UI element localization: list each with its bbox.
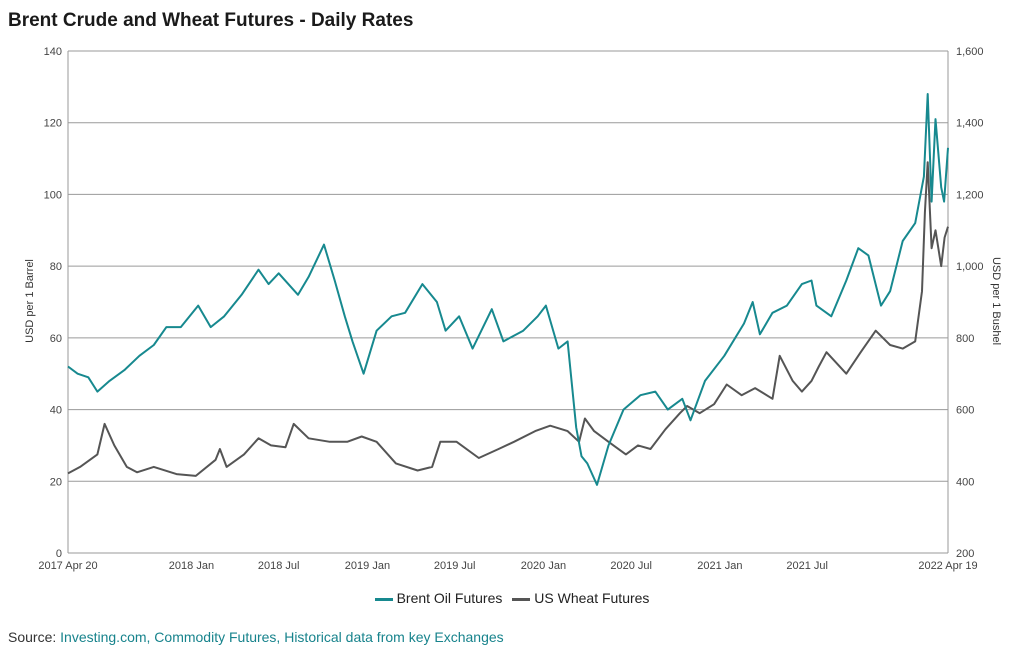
- left-axis-title: USD per 1 Barrel: [24, 259, 36, 343]
- legend-label-brent: Brent Oil Futures: [396, 590, 503, 606]
- series-line-brent: [67, 93, 949, 486]
- legend: Brent Oil Futures US Wheat Futures: [0, 590, 1024, 606]
- right-tick-label: 600: [956, 405, 974, 417]
- chart-title: Brent Crude and Wheat Futures - Daily Ra…: [8, 10, 414, 31]
- x-tick-label: 2017 Apr 20: [38, 560, 97, 572]
- left-tick-label: 0: [56, 548, 62, 560]
- x-tick-label: 2018 Jan: [169, 560, 214, 572]
- x-tick-label: 2019 Jul: [434, 560, 476, 572]
- right-tick-label: 400: [956, 476, 974, 488]
- source-link[interactable]: Investing.com, Commodity Futures, Histor…: [60, 629, 504, 645]
- x-tick-label: 2021 Jan: [697, 560, 742, 572]
- legend-item-brent[interactable]: Brent Oil Futures: [374, 590, 503, 606]
- left-tick-label: 80: [50, 261, 62, 273]
- right-tick-label: 1,400: [956, 118, 984, 130]
- legend-swatch-wheat: [512, 597, 531, 601]
- legend-swatch-brent: [374, 597, 393, 601]
- x-tick-label: 2021 Jul: [786, 560, 828, 572]
- left-y-axis-ticks: 0 20 40 60 80 100 120 140: [44, 46, 62, 560]
- right-axis-title: USD per 1 Bushel: [990, 257, 1002, 345]
- right-tick-label: 800: [956, 333, 974, 345]
- x-axis-ticks: 2017 Apr 20 2018 Jan 2018 Jul 2019 Jan 2019 …: [38, 560, 977, 572]
- right-tick-label: 1,200: [956, 189, 984, 201]
- series-line-wheat: [67, 161, 949, 477]
- right-y-axis-ticks: 200 400 600 800 1,000 1,200 1,400 1,600: [956, 46, 984, 560]
- left-tick-label: 140: [44, 46, 62, 58]
- left-tick-label: 40: [50, 405, 62, 417]
- x-tick-label: 2018 Jul: [258, 560, 300, 572]
- line-chart: 0 20 40 60 80 100 120 140 200 400 600 800 1,000 1,20…: [24, 46, 1002, 572]
- left-tick-label: 20: [50, 476, 62, 488]
- left-tick-label: 120: [44, 118, 62, 130]
- x-tick-label: 2020 Jan: [521, 560, 566, 572]
- x-tick-label: 2019 Jan: [345, 560, 390, 572]
- series-lines: [67, 93, 949, 486]
- right-tick-label: 1,600: [956, 46, 984, 58]
- source-note: Source: Investing.com, Commodity Futures…: [8, 629, 504, 645]
- x-tick-label: 2022 Apr 19: [918, 560, 977, 572]
- left-tick-label: 60: [50, 333, 62, 345]
- legend-item-wheat[interactable]: US Wheat Futures: [512, 590, 649, 606]
- x-tick-label: 2020 Jul: [610, 560, 652, 572]
- source-label: Source:: [8, 629, 57, 645]
- right-tick-label: 1,000: [956, 261, 984, 273]
- left-tick-label: 100: [44, 189, 62, 201]
- right-tick-label: 200: [956, 548, 974, 560]
- legend-label-wheat: US Wheat Futures: [534, 590, 650, 606]
